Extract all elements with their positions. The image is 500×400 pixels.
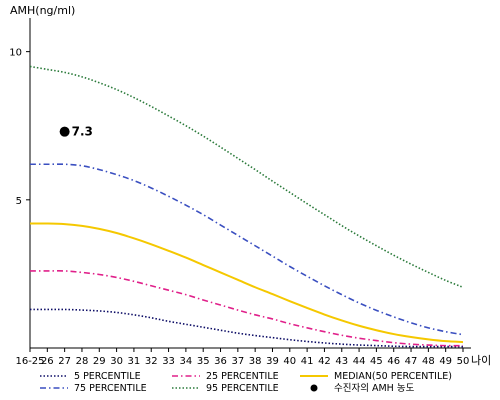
- x-tick-label: 44: [353, 356, 366, 367]
- legend-label-75-percentile: 75 PERCENTILE: [74, 383, 147, 394]
- x-tick-label: 27: [58, 356, 71, 367]
- series-line-median-50-percentile: [29, 222, 464, 344]
- series-lines: [29, 65, 464, 348]
- x-tick-label: 28: [76, 356, 89, 367]
- series-line-25-percentile: [29, 270, 464, 347]
- x-tick-label: 32: [145, 356, 158, 367]
- x-axis-unit-label: 나이: [471, 354, 491, 367]
- legend-label-95-percentile: 95 PERCENTILE: [206, 383, 279, 394]
- legend-label-median-50-percentile: MEDIAN(50 PERCENTILE): [334, 371, 452, 382]
- patient-amh-value-label: 7.3: [72, 125, 93, 139]
- x-tick-label: 35: [197, 356, 210, 367]
- legend-label-amh: 수진자의 AMH 농도: [334, 383, 415, 394]
- x-tick-label: 42: [318, 356, 331, 367]
- data-points: 7.3: [59, 125, 93, 139]
- x-tick-label: 34: [180, 356, 193, 367]
- x-tick-label: 45: [370, 356, 383, 367]
- legend-label-5-percentile: 5 PERCENTILE: [74, 371, 141, 382]
- y-ticks: 5 10: [9, 48, 30, 207]
- x-tick-label: 29: [93, 356, 106, 367]
- x-tick-label: 46: [387, 356, 400, 367]
- x-tick-label: 31: [128, 356, 141, 367]
- x-tick-label: 37: [231, 356, 244, 367]
- series-line-75-percentile: [29, 163, 464, 336]
- x-tick-label: 41: [301, 356, 314, 367]
- x-tick-label: 16-25: [15, 356, 44, 367]
- x-tick-label: 48: [422, 356, 435, 367]
- x-tick-label: 40: [283, 356, 296, 367]
- x-tick-label: 50: [457, 356, 470, 367]
- x-tick-label: 30: [110, 356, 123, 367]
- axes: [29, 18, 471, 349]
- x-tick-label: 38: [249, 356, 262, 367]
- legend-label-25-percentile: 25 PERCENTILE: [206, 371, 279, 382]
- y-tick-label: 5: [16, 196, 22, 207]
- x-tick-label: 39: [266, 356, 279, 367]
- x-tick-label: 47: [405, 356, 418, 367]
- legend-swatch-patient-amh: [310, 384, 318, 392]
- series-line-5-percentile: [29, 308, 463, 348]
- x-tick-label: 33: [162, 356, 175, 367]
- x-tick-label: 26: [41, 356, 54, 367]
- series-line-95-percentile: [29, 65, 464, 288]
- x-tick-label: 43: [335, 356, 348, 367]
- patient-amh-point: [59, 126, 70, 137]
- x-tick-label: 49: [439, 356, 452, 367]
- x-tick-label: 36: [214, 356, 227, 367]
- legend: 5 PERCENTILE 25 PERCENTILE MEDIAN(50 PERCE…: [40, 371, 452, 394]
- y-tick-label: 10: [9, 48, 22, 59]
- y-axis-label: AMH(ng/ml): [10, 4, 75, 17]
